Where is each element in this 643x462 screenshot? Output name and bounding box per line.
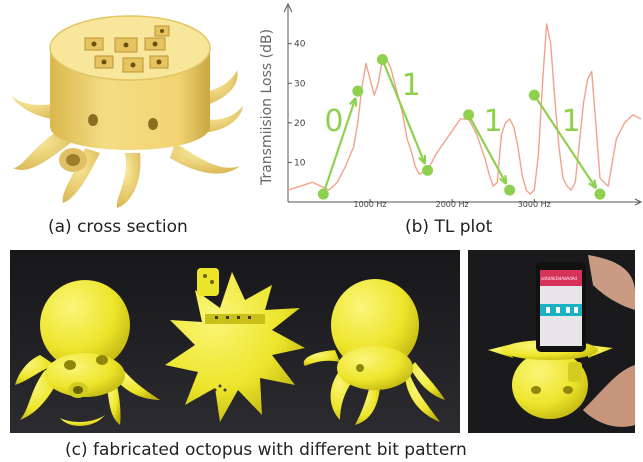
data-marker [352,85,364,97]
y-tick-label: 30 [294,79,306,89]
phone-photo: scKdAbDdAdAdAd [468,250,635,433]
octopus-middle [165,268,305,422]
bit-label: 1 [402,68,421,103]
y-tick-label: 40 [294,40,306,50]
trend-arrowhead [588,179,598,190]
data-marker [594,188,606,200]
caption-b: (b) TL plot [405,217,493,237]
x-tick-label: 2000 Hz [436,200,469,209]
tl-chart: 10 20 30 40 1000 Hz 2000 Hz 3000 Hz Transmiisio… [255,0,643,218]
data-marker [422,164,434,176]
bit-label: 1 [484,104,503,139]
trend-arrowhead [417,155,427,165]
phone-screen-title: scKdAbDdAdAdAd [541,276,577,281]
data-marker [376,54,388,65]
octopus-left [15,280,160,426]
x-tick-label: 1000 Hz [354,200,387,209]
trend-arrow [467,114,507,183]
cross-section-render [5,8,245,213]
x-axis-arrowhead [634,198,643,206]
data-marker [504,184,516,196]
octopus-right [303,279,445,425]
caption-a: (a) cross section [48,217,188,237]
bit-label: 1 [562,104,581,139]
bit-label: 0 [324,104,343,139]
trend-arrow [533,94,596,188]
y-axis-label: Transmiision Loss (dB) [259,29,275,186]
x-tick-label: 3000 Hz [518,200,551,209]
y-tick-label: 10 [294,158,306,168]
y-axis-arrowhead [283,2,293,13]
octopus-photo [10,250,460,433]
trend-arrowhead [498,175,508,185]
trend-arrow [381,59,426,163]
trend-arrow [322,99,356,195]
data-marker [317,188,329,200]
data-marker [463,109,475,121]
caption-c: (c) fabricated octopus with different bi… [65,440,467,460]
tl-curve [287,23,642,195]
y-tick-label: 20 [294,119,306,129]
data-marker [528,89,540,101]
trend-arrowhead [348,97,358,107]
